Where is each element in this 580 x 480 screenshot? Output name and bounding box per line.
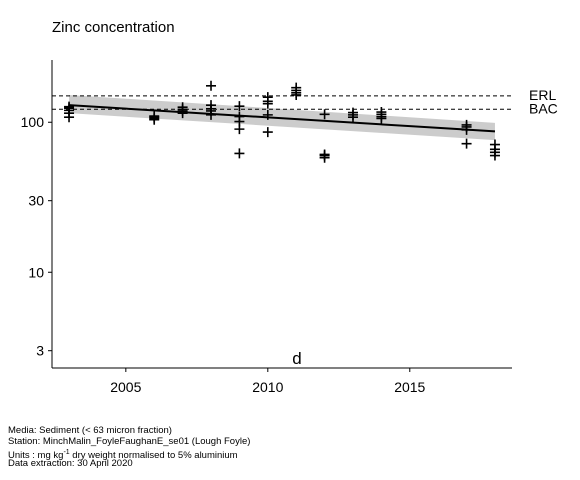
data-point bbox=[319, 109, 330, 120]
chart-title: Zinc concentration bbox=[52, 19, 175, 36]
data-point bbox=[262, 127, 273, 138]
data-point bbox=[206, 80, 217, 91]
data-point bbox=[234, 101, 245, 112]
y-axis-ticks: 3 10 30 100 bbox=[21, 114, 52, 359]
y-tick-label: 10 bbox=[28, 264, 44, 280]
caption-units-exponent: -1 bbox=[63, 449, 70, 456]
reference-label-bac: BAC bbox=[529, 100, 558, 116]
data-point bbox=[376, 107, 387, 118]
data-point bbox=[206, 100, 217, 111]
data-point bbox=[319, 149, 330, 160]
caption-extraction: Data extraction: 30 April 2020 bbox=[8, 458, 133, 469]
x-axis-ticks: 2005 2010 2015 bbox=[110, 368, 426, 395]
panel-label: d bbox=[292, 349, 301, 368]
data-point bbox=[262, 109, 273, 120]
data-point bbox=[262, 92, 273, 103]
caption-units-suffix: dry weight normalised to 5% aluminium bbox=[69, 450, 238, 462]
y-tick-label: 3 bbox=[36, 343, 44, 359]
y-tick-label: 100 bbox=[21, 114, 45, 130]
trend-line bbox=[68, 104, 496, 133]
reference-label-erl: ERL bbox=[529, 87, 556, 103]
data-point bbox=[177, 102, 188, 113]
caption-units: Units : mg kg-1 dry weight normalised to… bbox=[8, 447, 238, 461]
data-point bbox=[347, 107, 358, 118]
x-tick-label: 2005 bbox=[110, 379, 141, 395]
data-point bbox=[64, 101, 75, 112]
caption-station: Station: MinchMalin_FoyleFaughanE_se01 (… bbox=[8, 436, 251, 447]
data-point bbox=[489, 139, 500, 150]
trend-line-layer bbox=[68, 104, 496, 133]
y-tick-label: 30 bbox=[28, 193, 44, 209]
data-point bbox=[461, 138, 472, 149]
caption-units-prefix: Units : mg kg bbox=[8, 450, 64, 462]
caption-media: Media: Sediment (< 63 micron fraction) bbox=[8, 425, 172, 436]
x-tick-label: 2015 bbox=[394, 379, 425, 395]
x-tick-label: 2010 bbox=[252, 379, 283, 395]
data-point bbox=[149, 111, 160, 122]
data-point bbox=[234, 111, 245, 122]
data-point bbox=[461, 119, 472, 130]
data-point bbox=[291, 82, 302, 93]
data-point-layer bbox=[64, 80, 500, 163]
data-point bbox=[234, 148, 245, 159]
